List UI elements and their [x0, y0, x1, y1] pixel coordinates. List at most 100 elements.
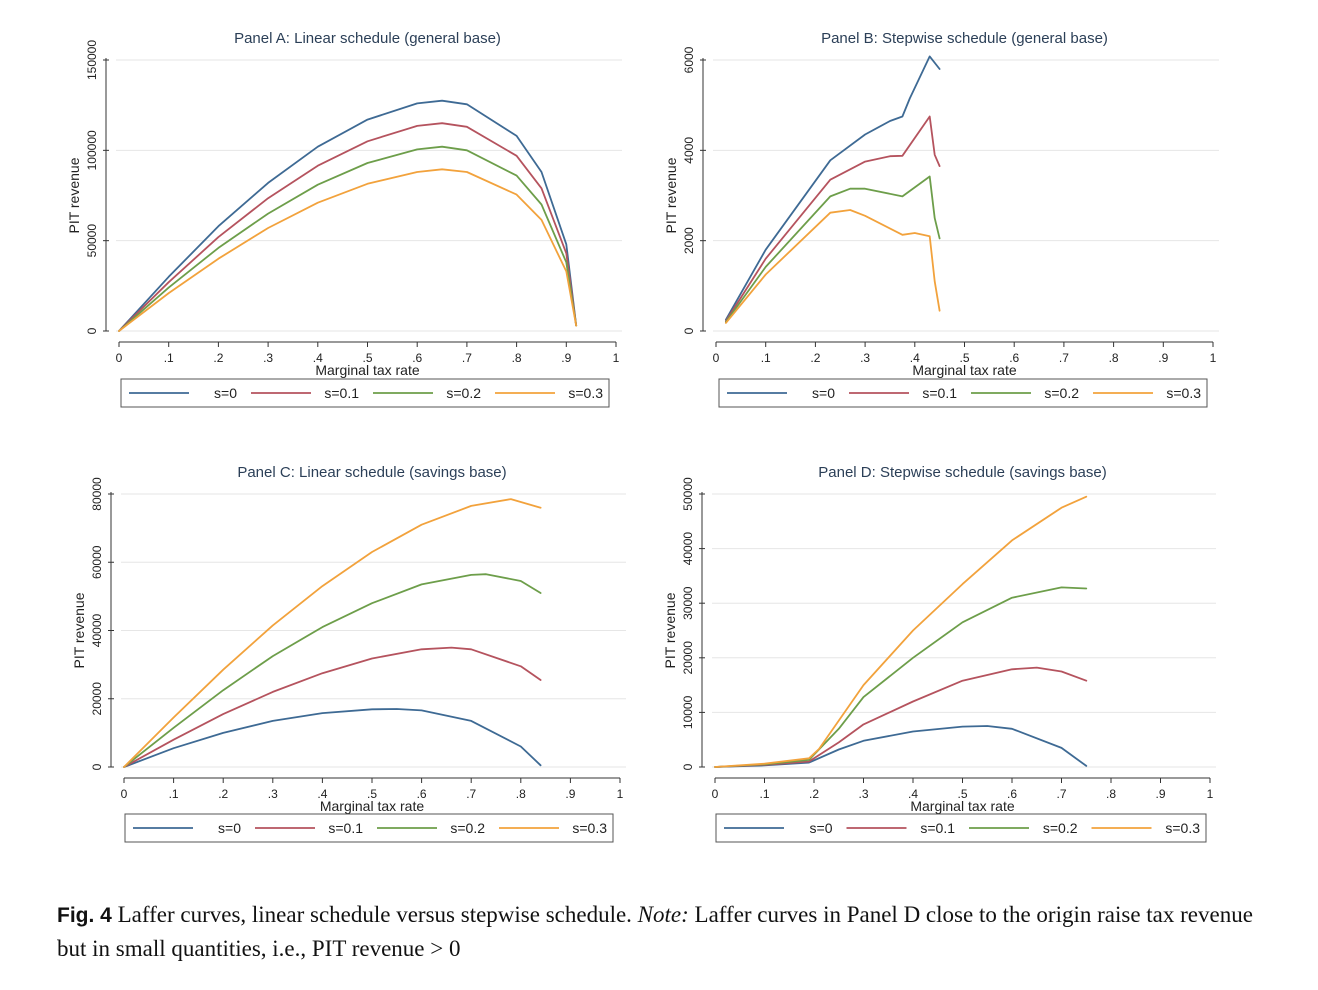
series-line-s-0-2 [123, 573, 542, 768]
x-tick-label: .8 [516, 787, 526, 801]
x-tick-label: .5 [957, 787, 967, 801]
x-tick-label: .8 [512, 351, 522, 365]
x-tick-label: 0 [121, 787, 128, 801]
series-line-s-0-2 [118, 145, 578, 332]
x-tick-label: .5 [362, 351, 372, 365]
legend-entry: s=0 [812, 385, 835, 401]
legend-entry: s=0.1 [920, 820, 955, 836]
panel-title: Panel C: Linear schedule (savings base) [237, 464, 506, 481]
legend-entry: s=0.3 [1165, 820, 1200, 836]
legend-entry: s=0.1 [922, 385, 957, 401]
y-axis-label: PIT revenue [662, 592, 678, 668]
x-tick-label: 0 [713, 351, 720, 365]
y-axis-label: PIT revenue [663, 157, 679, 233]
x-tick-label: .8 [1109, 351, 1119, 365]
x-tick-label: .9 [565, 787, 575, 801]
series-line-s-0-3 [714, 495, 1088, 768]
legend: s=0 s=0.1 s=0.2 s=0.3 [718, 378, 1208, 408]
series-line-s-0-2 [725, 175, 941, 323]
x-tick-label: .6 [412, 351, 422, 365]
x-tick-label: .3 [858, 787, 868, 801]
series-line-s-0-1 [118, 122, 578, 332]
legend-entry: s=0 [218, 820, 241, 836]
x-tick-label: .4 [313, 351, 323, 365]
y-tick-label: 150000 [85, 40, 99, 80]
x-tick-label: .5 [367, 787, 377, 801]
figure-4: Panel A: Linear schedule (general base) 0… [66, 30, 1219, 843]
x-tick-label: .1 [761, 351, 771, 365]
x-tick-label: .7 [462, 351, 472, 365]
series-line-s-0-3 [118, 168, 578, 332]
y-tick-label: 0 [85, 327, 99, 334]
series-line-s-0-3 [123, 498, 542, 768]
x-tick-label: .7 [1059, 351, 1069, 365]
x-tick-label: 1 [1207, 787, 1214, 801]
x-tick-label: .6 [1009, 351, 1019, 365]
y-tick-label: 100000 [85, 130, 99, 170]
caption-label: Fig. 4 [57, 904, 112, 927]
legend-entry: s=0.2 [446, 385, 481, 401]
x-tick-label: .9 [1155, 787, 1165, 801]
y-tick-label: 2000 [682, 227, 696, 254]
x-tick-label: .1 [759, 787, 769, 801]
figure-caption: Fig. 4 Laffer curves, linear schedule ve… [57, 898, 1267, 965]
x-tick-label: .3 [860, 351, 870, 365]
y-tick-label: 10000 [681, 695, 695, 729]
legend-entry: s=0 [810, 820, 833, 836]
series-line-s-0 [123, 708, 542, 768]
legend-entry: s=0.2 [1043, 820, 1078, 836]
x-tick-label: .3 [268, 787, 278, 801]
y-tick-label: 40000 [90, 613, 104, 647]
x-axis-label: Marginal tax rate [910, 798, 1014, 814]
y-tick-label: 20000 [90, 682, 104, 716]
y-axis-label: PIT revenue [66, 157, 82, 233]
x-tick-label: .6 [417, 787, 427, 801]
legend-entry: s=0.3 [568, 385, 603, 401]
x-tick-label: 1 [1210, 351, 1217, 365]
y-tick-label: 0 [681, 763, 695, 770]
x-tick-label: 0 [712, 787, 719, 801]
x-tick-label: .4 [908, 787, 918, 801]
y-tick-label: 6000 [682, 46, 696, 73]
y-tick-label: 0 [682, 327, 696, 334]
panel-d: Panel D: Stepwise schedule (savings base… [662, 464, 1216, 843]
x-tick-label: .2 [218, 787, 228, 801]
x-tick-label: 1 [613, 351, 620, 365]
caption-text: Laffer curves, linear schedule versus st… [117, 902, 632, 927]
x-tick-label: .5 [959, 351, 969, 365]
panel-title: Panel D: Stepwise schedule (savings base… [818, 464, 1107, 481]
x-tick-label: .3 [263, 351, 273, 365]
panel-a: Panel A: Linear schedule (general base) 0… [66, 30, 622, 408]
x-tick-label: .2 [810, 351, 820, 365]
x-tick-label: .1 [164, 351, 174, 365]
series-line-s-0 [118, 99, 578, 332]
x-tick-label: .8 [1106, 787, 1116, 801]
x-tick-label: .2 [809, 787, 819, 801]
y-tick-label: 80000 [90, 477, 104, 511]
series-line-s-0-1 [714, 666, 1088, 768]
x-tick-label: .2 [213, 351, 223, 365]
series-line-s-0-2 [714, 586, 1088, 768]
panel-b: Panel B: Stepwise schedule (general base… [663, 30, 1219, 408]
panel-title: Panel B: Stepwise schedule (general base… [821, 30, 1108, 47]
legend: s=0 s=0.1 s=0.2 s=0.3 [120, 378, 610, 408]
x-tick-label: .4 [910, 351, 920, 365]
legend: s=0 s=0.1 s=0.2 s=0.3 [124, 813, 614, 843]
x-axis-label: Marginal tax rate [912, 362, 1016, 378]
x-tick-label: 1 [617, 787, 624, 801]
legend-entry: s=0.1 [328, 820, 363, 836]
series-line-s-0-1 [725, 115, 941, 323]
y-axis-label: PIT revenue [71, 592, 87, 668]
legend-entry: s=0 [214, 385, 237, 401]
x-tick-label: .4 [317, 787, 327, 801]
legend-entry: s=0.2 [1044, 385, 1079, 401]
legend-entry: s=0.1 [324, 385, 359, 401]
series-line-s-0-3 [725, 209, 941, 324]
caption-note-label: Note: [637, 902, 689, 927]
y-tick-label: 30000 [681, 586, 695, 620]
y-tick-label: 50000 [85, 224, 99, 258]
legend-entry: s=0.2 [450, 820, 485, 836]
series-line-s-0-1 [123, 646, 542, 768]
y-tick-label: 40000 [681, 532, 695, 566]
x-tick-label: .6 [1007, 787, 1017, 801]
